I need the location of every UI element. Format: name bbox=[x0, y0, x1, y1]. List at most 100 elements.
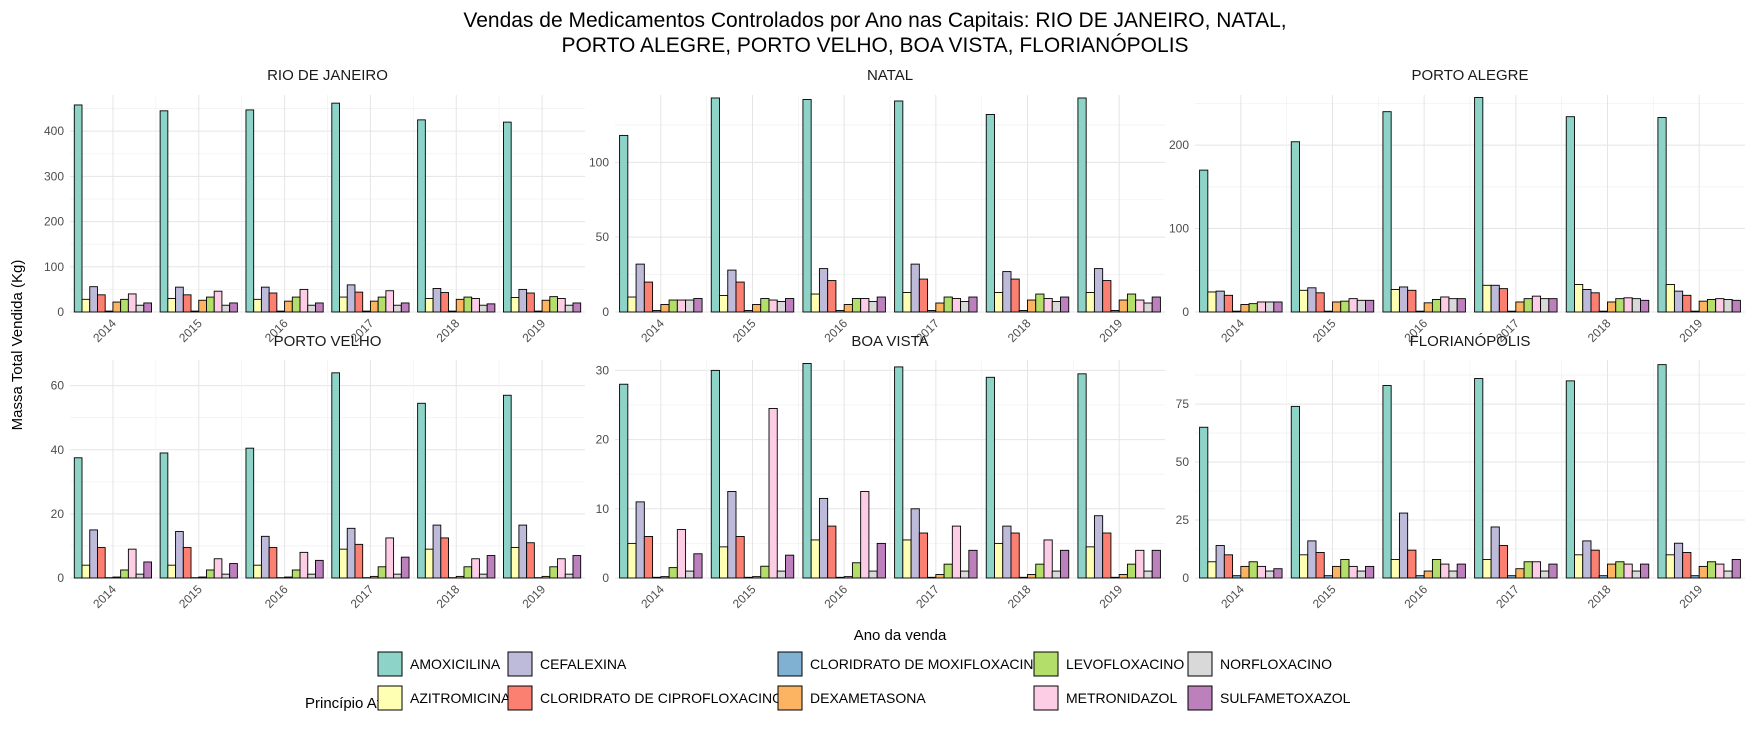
bar-cloridrato-de-ciprofloxacino-2015 bbox=[735, 281, 745, 313]
bar-norfloxacino-2015 bbox=[221, 304, 231, 313]
bar-levofloxacino-2016 bbox=[851, 298, 862, 313]
bar-norfloxacino-2016 bbox=[307, 573, 316, 579]
bar-cefalexina-2019 bbox=[518, 524, 528, 579]
legend-label: NORFLOXACINO bbox=[1220, 656, 1332, 672]
bar-levofloxacino-2015 bbox=[760, 565, 770, 579]
bar-sulfametoxazol-2018 bbox=[1640, 563, 1650, 579]
y-tick-label: 60 bbox=[51, 379, 65, 393]
x-tick-label: 2018 bbox=[1585, 582, 1614, 611]
y-tick-label: 75 bbox=[1176, 397, 1190, 411]
bar-azitromicina-2016 bbox=[253, 298, 262, 313]
bar-dexametasona-2016 bbox=[284, 300, 293, 313]
bar-cloridrato-de-moxifloxacino-2015 bbox=[190, 310, 200, 313]
bar-cloridrato-de-moxifloxacino-2015 bbox=[743, 576, 753, 579]
bar-cloridrato-de-ciprofloxacino-2014 bbox=[643, 281, 654, 313]
bar-cefalexina-2014 bbox=[635, 263, 645, 313]
bar-dexametasona-2014 bbox=[112, 576, 122, 579]
bar-norfloxacino-2019 bbox=[1723, 299, 1733, 313]
bar-metronidazol-2018 bbox=[1623, 563, 1633, 579]
bar-amoxicilina-2015 bbox=[710, 369, 720, 579]
bar-cefalexina-2018 bbox=[432, 524, 442, 579]
bar-norfloxacino-2015 bbox=[221, 573, 231, 579]
bar-levofloxacino-2014 bbox=[120, 569, 129, 579]
bar-cefalexina-2016 bbox=[260, 286, 270, 313]
panel-strip-label: RIO DE JANEIRO bbox=[267, 67, 388, 84]
legend-item-cloridrato-de-moxifloxacino: CLORIDRATO DE MOXIFLOXACINO bbox=[777, 651, 1045, 677]
y-tick-label: 25 bbox=[1176, 513, 1190, 527]
bar-dexametasona-2019 bbox=[541, 575, 551, 579]
bar-azitromicina-2018 bbox=[424, 548, 434, 579]
bar-sulfametoxazol-2015 bbox=[1365, 299, 1375, 313]
legend-item-dexametasona: DEXAMETASONA bbox=[777, 685, 926, 711]
bar-sulfametoxazol-2019 bbox=[1731, 299, 1741, 313]
bar-azitromicina-2017 bbox=[339, 548, 348, 579]
bar-cloridrato-de-ciprofloxacino-2019 bbox=[526, 542, 535, 579]
x-tick-label: 2016 bbox=[822, 582, 851, 611]
bar-metronidazol-2015 bbox=[768, 299, 778, 313]
bar-metronidazol-2017 bbox=[951, 525, 962, 579]
bar-azitromicina-2019 bbox=[1085, 546, 1095, 579]
bar-sulfametoxazol-2019 bbox=[1731, 559, 1741, 579]
bar-cloridrato-de-moxifloxacino-2019 bbox=[1110, 576, 1120, 579]
x-tick-label: 2014 bbox=[1218, 316, 1247, 345]
bar-metronidazol-2017 bbox=[1531, 295, 1542, 313]
bar-dexametasona-2017 bbox=[1515, 568, 1525, 579]
bar-cefalexina-2017 bbox=[910, 263, 920, 313]
bar-amoxicilina-2017 bbox=[894, 366, 904, 579]
bar-norfloxacino-2014 bbox=[1265, 570, 1275, 579]
bar-levofloxacino-2014 bbox=[1248, 303, 1258, 313]
legend-item-azitromicina: AZITROMICINA bbox=[377, 685, 511, 711]
y-tick-label: 0 bbox=[602, 305, 609, 319]
bar-amoxicilina-2014 bbox=[1199, 169, 1209, 313]
bar-metronidazol-2017 bbox=[385, 537, 395, 579]
bar-levofloxacino-2014 bbox=[1248, 561, 1258, 579]
bar-cloridrato-de-moxifloxacino-2019 bbox=[533, 310, 543, 313]
bar-cefalexina-2014 bbox=[89, 286, 98, 313]
bar-azitromicina-2014 bbox=[627, 542, 637, 579]
bar-sulfametoxazol-2016 bbox=[315, 559, 324, 579]
x-tick-label: 2019 bbox=[519, 582, 548, 611]
bar-metronidazol-2019 bbox=[557, 558, 566, 579]
bar-cloridrato-de-moxifloxacino-2019 bbox=[1690, 310, 1700, 313]
x-tick-label: 2019 bbox=[1097, 582, 1126, 611]
panel-strip-label: PORTO VELHO bbox=[274, 333, 382, 350]
panel-strip-label: BOA VISTA bbox=[851, 333, 928, 350]
bar-azitromicina-2016 bbox=[1390, 559, 1400, 579]
bar-metronidazol-2016 bbox=[1440, 296, 1450, 313]
bar-sulfametoxazol-2019 bbox=[572, 555, 582, 579]
x-tick-label: 2015 bbox=[730, 582, 759, 611]
y-tick-label: 0 bbox=[1182, 305, 1189, 319]
bar-norfloxacino-2015 bbox=[1356, 570, 1366, 579]
bar-cloridrato-de-moxifloxacino-2019 bbox=[1110, 310, 1120, 313]
y-tick-label: 0 bbox=[57, 571, 64, 585]
bar-sulfametoxazol-2019 bbox=[1151, 296, 1161, 313]
bar-amoxicilina-2017 bbox=[894, 100, 904, 313]
bar-levofloxacino-2019 bbox=[549, 296, 558, 313]
legend-item-levofloxacino: LEVOFLOXACINO bbox=[1033, 651, 1184, 677]
bar-cloridrato-de-moxifloxacino-2018 bbox=[448, 310, 457, 313]
bar-norfloxacino-2019 bbox=[1143, 570, 1153, 579]
bar-amoxicilina-2016 bbox=[1382, 111, 1392, 313]
chart-title-line-1: Vendas de Medicamentos Controlados por A… bbox=[463, 9, 1286, 32]
bar-azitromicina-2017 bbox=[902, 292, 912, 313]
bar-cloridrato-de-ciprofloxacino-2017 bbox=[1498, 288, 1509, 313]
bar-dexametasona-2014 bbox=[1240, 565, 1250, 579]
legend-swatch bbox=[507, 685, 533, 711]
bar-cloridrato-de-moxifloxacino-2014 bbox=[104, 310, 114, 313]
bar-amoxicilina-2014 bbox=[619, 383, 629, 579]
bar-norfloxacino-2019 bbox=[1723, 570, 1733, 579]
x-tick-label: 2017 bbox=[348, 582, 377, 611]
bar-amoxicilina-2018 bbox=[1565, 380, 1575, 579]
bar-sulfametoxazol-2015 bbox=[1365, 565, 1375, 579]
bar-norfloxacino-2017 bbox=[1540, 298, 1550, 313]
bar-azitromicina-2018 bbox=[994, 542, 1004, 579]
bar-cloridrato-de-ciprofloxacino-2014 bbox=[97, 547, 106, 579]
bar-cloridrato-de-ciprofloxacino-2015 bbox=[182, 294, 192, 313]
bar-amoxicilina-2016 bbox=[802, 363, 812, 579]
bar-levofloxacino-2016 bbox=[1431, 559, 1442, 579]
bar-norfloxacino-2018 bbox=[1051, 301, 1061, 313]
bar-dexametasona-2016 bbox=[843, 576, 853, 579]
bar-azitromicina-2016 bbox=[810, 539, 820, 579]
